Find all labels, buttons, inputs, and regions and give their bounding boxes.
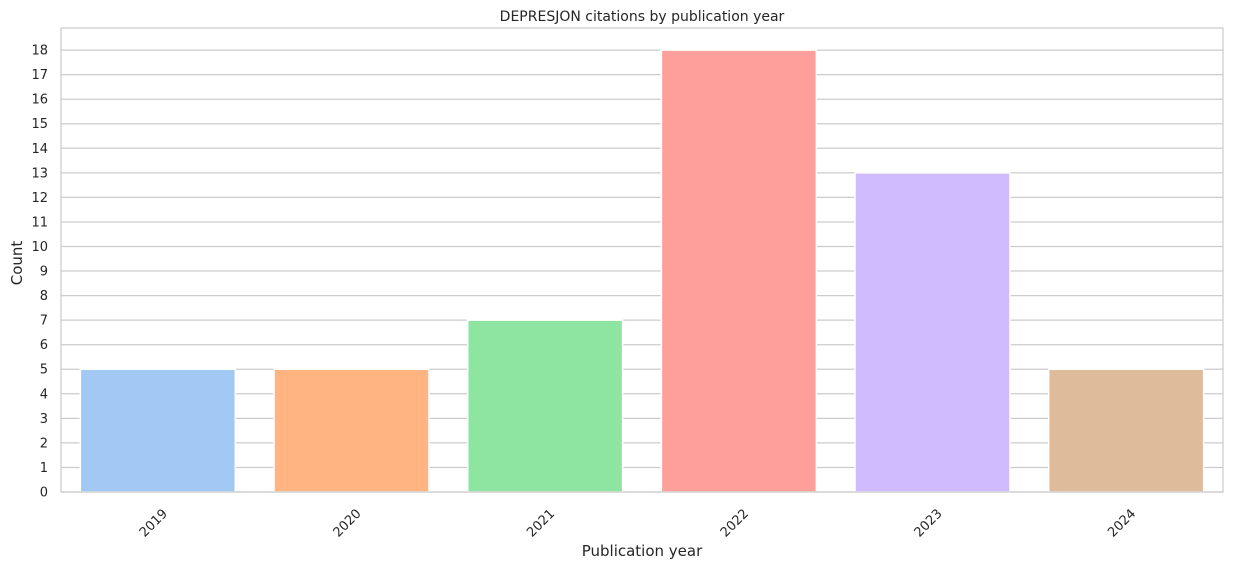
x-axis-label: Publication year (582, 542, 703, 560)
y-tick-label: 12 (31, 191, 48, 206)
y-tick-label: 17 (31, 68, 48, 83)
y-tick-label: 7 (40, 314, 48, 329)
x-tick-label: 2024 (1105, 506, 1139, 540)
x-tick-labels: 2019 2020 2021 2022 2023 2024 (137, 506, 1139, 540)
y-tick-label: 8 (40, 289, 48, 304)
plot-frame (60, 27, 1224, 493)
chart-title: DEPRESJON citations by publication year (500, 9, 785, 25)
y-axis-label: Count (8, 241, 26, 286)
bar-2022 (660, 49, 818, 493)
bar-2020 (273, 368, 430, 493)
y-tick-label: 14 (31, 142, 48, 157)
y-tick-label: 5 (40, 363, 48, 378)
y-tick-label: 11 (31, 215, 48, 230)
y-tick-label: 18 (31, 44, 48, 59)
y-tick-label: 6 (40, 338, 48, 353)
bar-2024 (1047, 368, 1205, 493)
bars (79, 49, 1205, 493)
bar-2021 (466, 319, 624, 493)
y-tick-label: 15 (31, 117, 48, 132)
bar-2023 (854, 172, 1011, 493)
y-tick-label: 9 (40, 265, 48, 280)
y-tick-label: 16 (31, 93, 48, 108)
x-tick-label: 2022 (718, 506, 752, 540)
y-tick-label: 10 (31, 240, 48, 255)
x-tick-label: 2019 (137, 506, 171, 540)
y-tick-label: 4 (40, 387, 48, 402)
y-tick-label: 2 (40, 436, 48, 451)
y-tick-label: 1 (40, 461, 48, 476)
y-tick-label: 0 (40, 486, 48, 501)
x-tick-label: 2023 (912, 506, 946, 540)
x-tick-label: 2020 (331, 506, 365, 540)
x-tick-label: 2021 (524, 506, 558, 540)
gridlines (61, 49, 1223, 493)
y-tick-label: 3 (40, 412, 48, 427)
bar-2019 (79, 368, 237, 493)
y-tick-label: 13 (31, 166, 48, 181)
